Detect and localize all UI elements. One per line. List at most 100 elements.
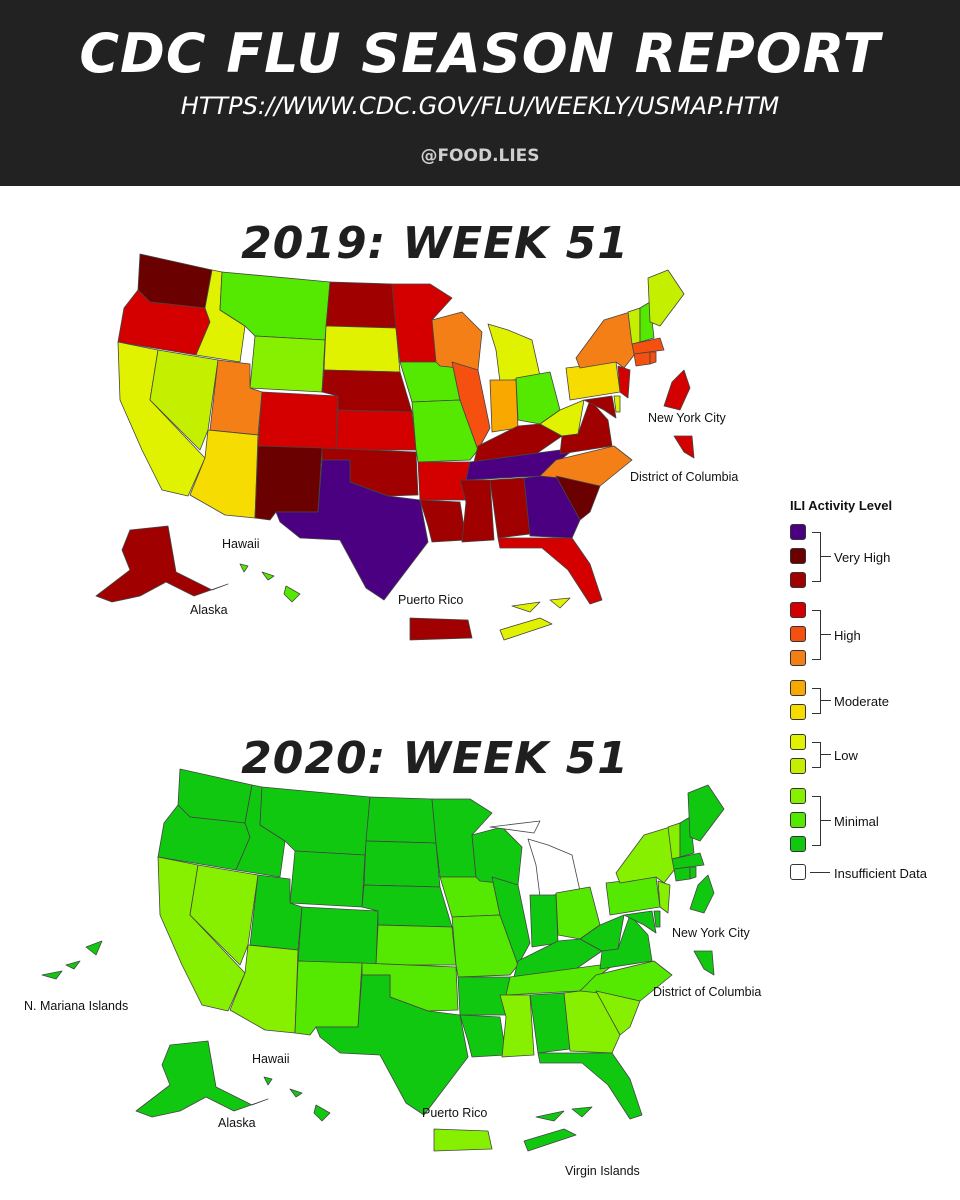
state-illinois [451,361,491,451]
state-delaware [653,910,661,928]
map-2020-title: 2020: WEEK 51 [241,733,629,784]
label-new-york-city: New York City [672,926,751,940]
state-south-dakota [363,840,441,888]
state-massachusetts [631,337,665,355]
state-rhode-island [649,351,657,365]
label-virgin-islands: Virgin Islands [565,1164,640,1178]
legend-swatch-low-2 [790,758,806,774]
state-connecticut [633,351,651,367]
label-puerto-rico: Puerto Rico [422,1106,487,1120]
territory-puerto-rico [433,1128,493,1152]
label-hawaii: Hawaii [222,537,260,551]
state-louisiana [419,499,467,543]
legend-bracket-moderate [812,688,821,714]
legend: ILI Activity Level Very High High Modera… [788,494,960,894]
state-new-york [575,311,639,369]
state-alabama [489,477,531,539]
legend-swatch-very-high-1 [790,524,806,540]
map-2019-title: 2019: WEEK 51 [241,218,629,269]
state-new-jersey [657,880,671,914]
inset-new-york-city [663,369,691,411]
legend-swatch-moderate-1 [790,680,806,696]
state-arizona [189,429,259,519]
legend-swatch-minimal-2 [790,812,806,828]
legend-swatch-insufficient-data [790,864,806,880]
legend-swatch-very-high-2 [790,548,806,564]
state-michigan [487,323,541,383]
state-florida [497,537,603,605]
state-wyoming [289,850,366,908]
state-louisiana [459,1014,507,1058]
territory-mariana-islands [41,940,103,980]
state-indiana [489,379,519,433]
legend-swatch-low-1 [790,734,806,750]
state-west-virginia [539,399,585,437]
state-alabama [529,992,571,1054]
state-texas [275,459,429,601]
state-delaware [613,395,621,413]
inset-district-of-columbia [673,435,695,459]
label-hawaii: Hawaii [252,1052,290,1066]
state-maine [647,269,685,327]
state-iowa [399,361,461,403]
state-kansas [335,409,417,451]
state-maryland [623,910,657,934]
state-new-jersey [617,365,631,399]
state-wisconsin [431,311,483,371]
state-texas [315,974,469,1116]
state-iowa [439,876,501,918]
legend-swatch-minimal-1 [790,788,806,804]
state-rhode-island [689,866,697,880]
state-virginia [599,914,653,970]
state-nevada [189,864,259,966]
label-alaska: Alaska [218,1116,256,1130]
state-massachusetts [671,852,705,870]
state-south-dakota [323,325,401,373]
territory-alaska [95,525,229,603]
label-district-of-columbia: District of Columbia [653,985,761,999]
state-mississippi [499,994,535,1058]
legend-label-moderate: Moderate [834,694,889,709]
legend-label-low: Low [834,748,858,763]
legend-swatch-high-3 [790,650,806,666]
state-maryland [583,395,617,419]
legend-swatch-very-high-3 [790,572,806,588]
legend-swatch-moderate-2 [790,704,806,720]
legend-swatch-high-2 [790,626,806,642]
state-connecticut [673,866,691,882]
inset-district-of-columbia [693,950,715,976]
label-alaska: Alaska [190,603,228,617]
report-title: CDC FLU SEASON REPORT [79,22,881,85]
legend-bracket-high [812,610,821,660]
legend-title: ILI Activity Level [790,498,893,513]
territory-puerto-rico [409,617,473,641]
state-new-york [615,826,679,884]
state-wyoming [249,335,326,393]
state-washington [137,253,213,309]
state-nevada [149,349,219,451]
state-new-mexico [254,445,323,521]
state-indiana [529,894,559,948]
state-west-virginia [579,914,625,952]
inset-new-york-city [689,874,715,914]
state-illinois [491,876,531,966]
state-washington [177,768,253,824]
label-new-york-city: New York City [648,411,727,425]
legend-swatch-minimal-3 [790,836,806,852]
territory-hawaii [263,1076,331,1122]
legend-bracket-minimal [812,796,821,846]
state-wisconsin [471,826,523,886]
state-colorado [297,906,379,966]
state-south-carolina [595,990,641,1036]
state-mississippi [459,479,495,543]
territory-virgin-islands [499,597,571,641]
territory-alaska [135,1040,269,1118]
us-map-2020: New York City District of Columbia N. Ma… [24,768,761,1178]
label-district-of-columbia: District of Columbia [630,470,738,484]
source-url: HTTPS://WWW.CDC.GOV/FLU/WEEKLY/USMAP.HTM [180,92,780,120]
territory-virgin-islands [523,1106,593,1152]
state-pennsylvania [605,876,661,916]
label-mariana-islands: N. Mariana Islands [24,999,128,1013]
state-north-dakota [365,796,437,844]
legend-label-high: High [834,628,861,643]
